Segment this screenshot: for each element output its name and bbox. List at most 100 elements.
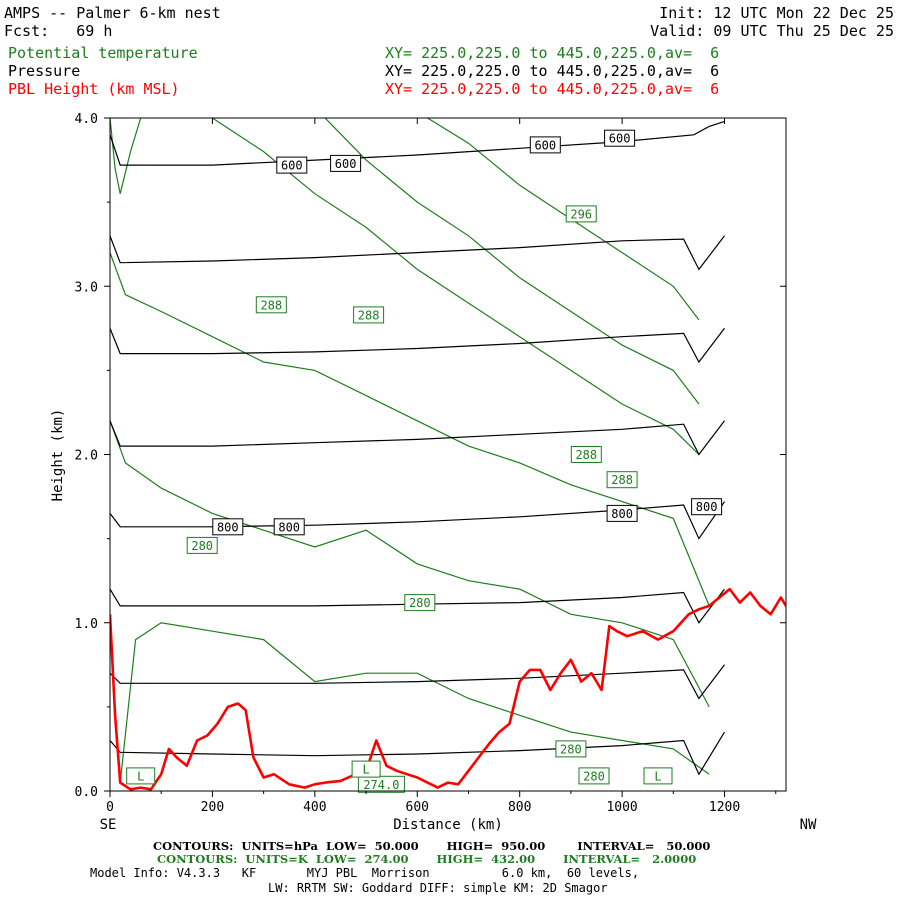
contour-label-box	[351, 760, 381, 778]
footer-theta-contours: CONTOURS: UNITS=K LOW= 274.00 HIGH= 432.…	[157, 852, 697, 866]
footer-model-info: Model Info: V4.3.3 KF MYJ PBL Morrison 6…	[90, 866, 640, 880]
contour-label-text: 280	[560, 742, 582, 756]
init-time: Init: 12 UTC Mon 22 Dec 25	[659, 4, 894, 22]
contour-label-17: 274.0	[357, 775, 405, 793]
x-tick-label: 200	[201, 800, 224, 815]
contour-label-text: 288	[358, 308, 380, 322]
footer-pressure-contours: CONTOURS: UNITS=hPa LOW= 50.000 HIGH= 95…	[153, 839, 711, 853]
theta-contour-0	[110, 118, 142, 194]
contour-labels: 600 600 600 600 800 800 800 800 296 288 288 288 288 2…	[126, 129, 723, 793]
contour-label-text: 296	[570, 207, 592, 221]
contour-label-3: 600	[604, 129, 636, 147]
contour-label-box	[353, 306, 385, 324]
contour-label-text: L	[654, 769, 661, 783]
contour-label-8: 296	[565, 205, 597, 223]
theta-contour-2	[110, 420, 710, 708]
theta-contour-4	[212, 118, 700, 455]
contour-label-18: L	[126, 767, 156, 785]
contour-label-11: 288	[570, 446, 602, 463]
axis-left-end: SE	[100, 817, 117, 833]
contour-label-box	[570, 446, 602, 463]
contour-label-box	[604, 129, 636, 147]
contour-label-box	[126, 767, 156, 785]
contour-label-box	[357, 775, 405, 793]
contour-label-box	[643, 767, 673, 785]
contour-label-6: 800	[606, 504, 638, 522]
contour-label-text: 288	[260, 298, 282, 312]
x-tick-label: 400	[303, 800, 326, 815]
contour-label-box	[186, 536, 218, 554]
contour-label-box	[212, 518, 244, 536]
contour-label-text: 800	[611, 507, 633, 521]
pressure-contour-650	[110, 235, 725, 271]
theta-contour-5	[324, 118, 700, 405]
contour-label-text: 288	[611, 473, 633, 487]
contour-label-14: 280	[404, 594, 436, 612]
contour-label-box	[330, 154, 362, 172]
contour-label-10: 288	[353, 306, 385, 324]
legend-pressure-name: Pressure	[8, 62, 81, 80]
contour-label-text: L	[137, 769, 144, 783]
contour-label-16: 280	[578, 767, 610, 785]
pressure-contour-600	[110, 120, 725, 166]
contour-label-box	[565, 205, 597, 223]
pbl-height-line	[110, 587, 786, 791]
contour-label-box	[255, 296, 287, 314]
contour-label-box	[555, 740, 587, 758]
contour-label-19: L	[351, 760, 381, 778]
contour-label-1: 600	[330, 154, 362, 172]
contour-label-box	[529, 136, 561, 154]
contour-label-box	[691, 498, 723, 516]
x-tick-label: 1000	[606, 800, 637, 815]
footer-physics: LW: RRTM SW: Goddard DIFF: simple KM: 2D…	[268, 881, 608, 895]
contour-label-13: 280	[186, 536, 218, 554]
plot-frame	[109, 117, 787, 792]
pressure-contours	[110, 120, 726, 776]
header-title: AMPS -- Palmer 6-km nest	[4, 4, 221, 22]
valid-time: Valid: 09 UTC Thu 25 Dec 25	[650, 22, 894, 40]
contour-label-box	[578, 767, 610, 785]
contour-label-text: 280	[191, 539, 213, 553]
contour-label-box	[273, 518, 305, 536]
contour-label-text: 600	[609, 132, 631, 146]
pbl-line-group	[110, 587, 786, 791]
contour-label-text: 800	[696, 500, 718, 514]
contour-label-20: L	[643, 767, 673, 785]
contour-label-15: 280	[555, 740, 587, 758]
contour-label-text: 274.0	[363, 778, 399, 792]
contour-label-9: 288	[255, 296, 287, 314]
contour-label-text: 600	[335, 157, 357, 171]
x-tick-label: 600	[406, 800, 429, 815]
contour-label-text: L	[362, 763, 369, 777]
theta-contour-3	[119, 622, 710, 783]
contour-label-text: 600	[534, 138, 556, 152]
contour-label-text: 280	[409, 596, 431, 610]
y-tick-label: 4.0	[75, 112, 98, 127]
y-tick-label: 2.0	[75, 449, 98, 464]
pressure-contour-900	[110, 664, 725, 700]
contour-label-text: 600	[281, 159, 303, 173]
contour-label-text: 288	[575, 448, 597, 462]
contour-label-box	[404, 594, 436, 612]
contour-label-4: 800	[212, 518, 244, 536]
axes: 0 200 400 600 800 1000 1200 0.0 1.0 2.0 3.0 4.0	[75, 112, 786, 815]
contour-label-box	[606, 471, 638, 489]
x-axis-label: Distance (km)	[393, 817, 503, 833]
contour-label-0: 600	[276, 156, 308, 174]
y-axis-label: Height (km)	[50, 409, 66, 502]
pressure-contour-750	[110, 420, 725, 456]
y-tick-label: 3.0	[75, 280, 98, 295]
legend-theta-xy: XY= 225.0,225.0 to 445.0,225.0,av= 6	[385, 44, 720, 62]
theta-contour-1	[110, 252, 710, 607]
y-tick-label: 0.0	[75, 785, 98, 800]
theta-contour-6	[427, 118, 700, 321]
pressure-contour-850	[110, 588, 725, 624]
contour-label-text: 280	[583, 769, 605, 783]
contour-label-box	[606, 504, 638, 522]
contour-label-7: 800	[691, 498, 723, 516]
x-tick-label: 1200	[709, 800, 740, 815]
contour-label-text: 800	[217, 520, 239, 534]
pressure-contour-700	[110, 327, 725, 364]
x-tick-label: 0	[106, 800, 114, 815]
